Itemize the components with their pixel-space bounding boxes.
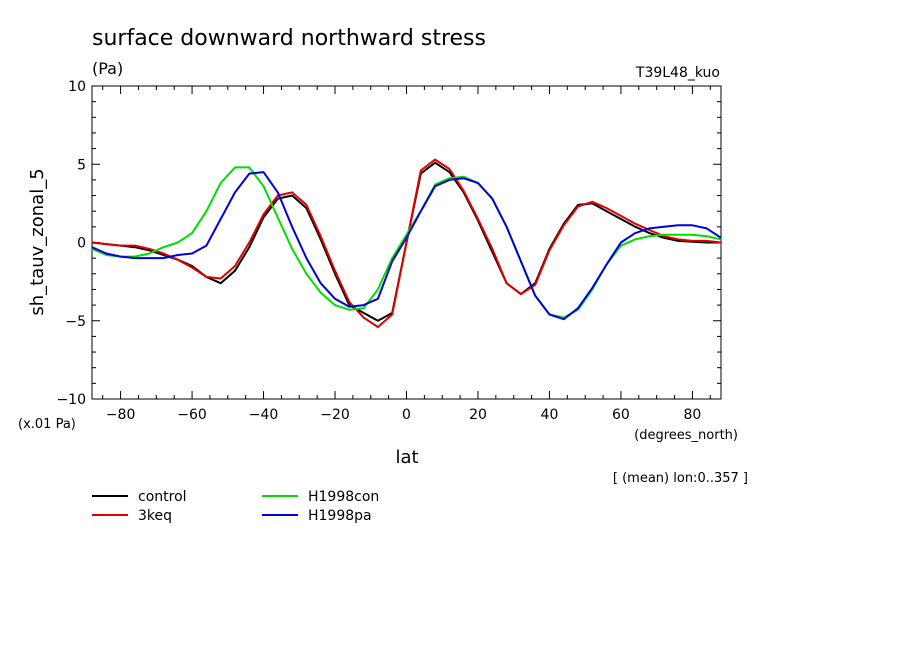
y-axis-title: sh_tauv_zonal_5 xyxy=(27,168,48,315)
series-group xyxy=(91,158,722,328)
scale-note: (x.01 Pa) xyxy=(18,417,76,432)
chart-units: (Pa) xyxy=(92,59,123,78)
legend-label-control: control xyxy=(138,489,187,505)
x-tick-label: 80 xyxy=(683,407,701,423)
run-label: T39L48_kuo xyxy=(635,65,720,81)
x-tick-label: −40 xyxy=(249,407,279,423)
y-tick-label: 10 xyxy=(68,79,86,95)
y-tick-label: −10 xyxy=(56,392,86,408)
x-tick-label: −80 xyxy=(106,407,136,423)
axes-group: −80 −60 −40 −20 0 20 40 60 80 −10 −5 0 5 10 xyxy=(56,79,722,423)
x-tick-label: −60 xyxy=(177,407,207,423)
x-tick-label: 0 xyxy=(402,407,411,423)
legend: control 3keq H1998con H1998pa xyxy=(92,489,379,524)
y-tick-label: −5 xyxy=(65,314,86,330)
x-tick-label: 60 xyxy=(612,407,630,423)
y-tick-label: 0 xyxy=(77,236,86,252)
x-units-label: (degrees_north) xyxy=(634,428,738,443)
series-line-3keq xyxy=(91,158,722,328)
mean-note: [ (mean) lon:0..357 ] xyxy=(613,471,748,486)
series-line-H1998pa xyxy=(91,171,722,321)
x-tick-label: 40 xyxy=(541,407,559,423)
x-tick-label: −20 xyxy=(320,407,350,423)
legend-label-3keq: 3keq xyxy=(138,508,172,524)
y-tick-label: 5 xyxy=(77,157,86,173)
chart-title: surface downward northward stress xyxy=(92,26,486,51)
x-tick-label: 20 xyxy=(469,407,487,423)
legend-label-H1998con: H1998con xyxy=(308,489,379,505)
legend-label-H1998pa: H1998pa xyxy=(308,508,372,524)
series-line-H1998con xyxy=(91,166,722,319)
x-axis-title: lat xyxy=(395,447,418,468)
